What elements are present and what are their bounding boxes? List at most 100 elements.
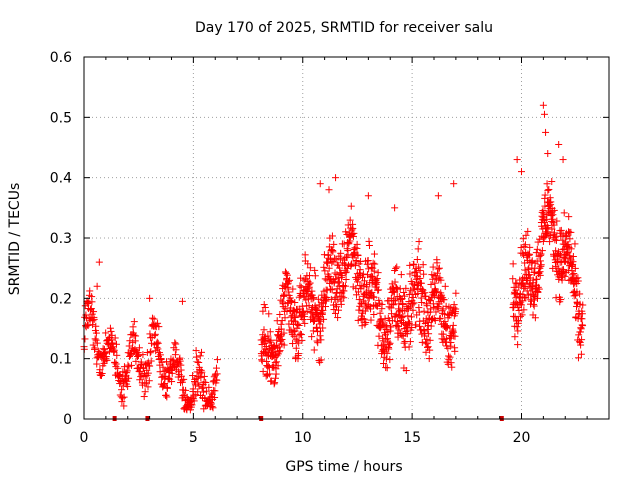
data-point: [537, 261, 545, 269]
data-point: [349, 224, 357, 232]
data-point: [431, 317, 439, 325]
data-point: [102, 353, 110, 361]
data-point: [449, 321, 457, 329]
data-point: [416, 266, 424, 274]
data-point: [360, 277, 368, 285]
data-point: [299, 315, 307, 323]
data-point: [375, 332, 383, 340]
data-point: [369, 259, 377, 267]
data-point: [534, 294, 542, 302]
data-point: [521, 283, 529, 291]
data-point: [289, 285, 297, 293]
data-points: [80, 101, 587, 414]
data-point: [387, 323, 395, 331]
x-tick-label: 20: [513, 430, 531, 446]
data-point: [259, 307, 267, 315]
data-point: [198, 368, 206, 376]
data-point: [423, 325, 431, 333]
data-point: [542, 128, 550, 136]
data-point: [303, 307, 311, 315]
y-tick-label: 0.3: [50, 231, 72, 247]
data-point: [332, 275, 340, 283]
data-point: [541, 191, 549, 199]
data-point: [106, 324, 114, 332]
data-point: [371, 260, 379, 268]
data-point: [125, 374, 133, 382]
data-point: [437, 276, 445, 284]
data-point: [328, 259, 336, 267]
data-point: [364, 192, 372, 200]
data-point: [553, 217, 561, 225]
data-point: [88, 298, 96, 306]
data-point: [402, 284, 410, 292]
data-point: [294, 320, 302, 328]
data-point: [341, 260, 349, 268]
data-point: [192, 353, 200, 361]
data-point: [118, 398, 126, 406]
data-point: [577, 325, 585, 333]
data-point: [134, 352, 142, 360]
data-point: [159, 363, 167, 371]
data-point: [355, 306, 363, 314]
data-point: [452, 289, 460, 297]
data-point: [526, 250, 534, 258]
data-point: [560, 209, 568, 217]
data-point: [361, 299, 369, 307]
data-point: [450, 301, 458, 309]
data-point: [567, 245, 575, 253]
data-point: [538, 247, 546, 255]
data-point: [424, 343, 432, 351]
data-point: [565, 213, 573, 221]
data-point: [513, 289, 521, 297]
data-point: [530, 296, 538, 304]
data-point: [329, 257, 337, 265]
data-point: [301, 251, 309, 259]
data-point: [102, 329, 110, 337]
data-point: [368, 272, 376, 280]
data-point: [363, 304, 371, 312]
data-point: [522, 231, 530, 239]
data-point: [196, 352, 204, 360]
data-point: [335, 278, 343, 286]
data-point: [554, 264, 562, 272]
data-point: [283, 271, 291, 279]
data-point: [409, 306, 417, 314]
data-point: [132, 357, 140, 365]
data-point: [198, 348, 206, 356]
data-point: [515, 317, 523, 325]
data-point: [414, 245, 422, 253]
data-point: [200, 372, 208, 380]
data-point: [446, 342, 454, 350]
data-point: [305, 302, 313, 310]
data-point: [451, 332, 459, 340]
data-point: [509, 275, 517, 283]
data-point: [379, 337, 387, 345]
data-point: [163, 393, 171, 401]
data-point: [415, 238, 423, 246]
data-point: [435, 264, 443, 272]
data-point: [178, 378, 186, 386]
data-point: [393, 318, 401, 326]
y-tick-label: 0.4: [50, 171, 72, 187]
data-point: [511, 333, 519, 341]
data-point: [331, 309, 339, 317]
data-point: [203, 387, 211, 395]
data-point: [552, 236, 560, 244]
data-point: [347, 202, 355, 210]
data-point: [213, 370, 221, 378]
data-point: [517, 312, 525, 320]
data-point: [548, 225, 556, 233]
data-point: [115, 371, 123, 379]
data-point: [144, 369, 152, 377]
data-point: [433, 259, 441, 267]
data-point: [306, 264, 314, 272]
data-point: [171, 339, 179, 347]
data-point: [355, 296, 363, 304]
data-point: [515, 306, 523, 314]
data-point: [397, 271, 405, 279]
data-point: [91, 335, 99, 343]
data-point: [391, 278, 399, 286]
data-point: [278, 298, 286, 306]
data-point: [385, 341, 393, 349]
data-point: [334, 306, 342, 314]
